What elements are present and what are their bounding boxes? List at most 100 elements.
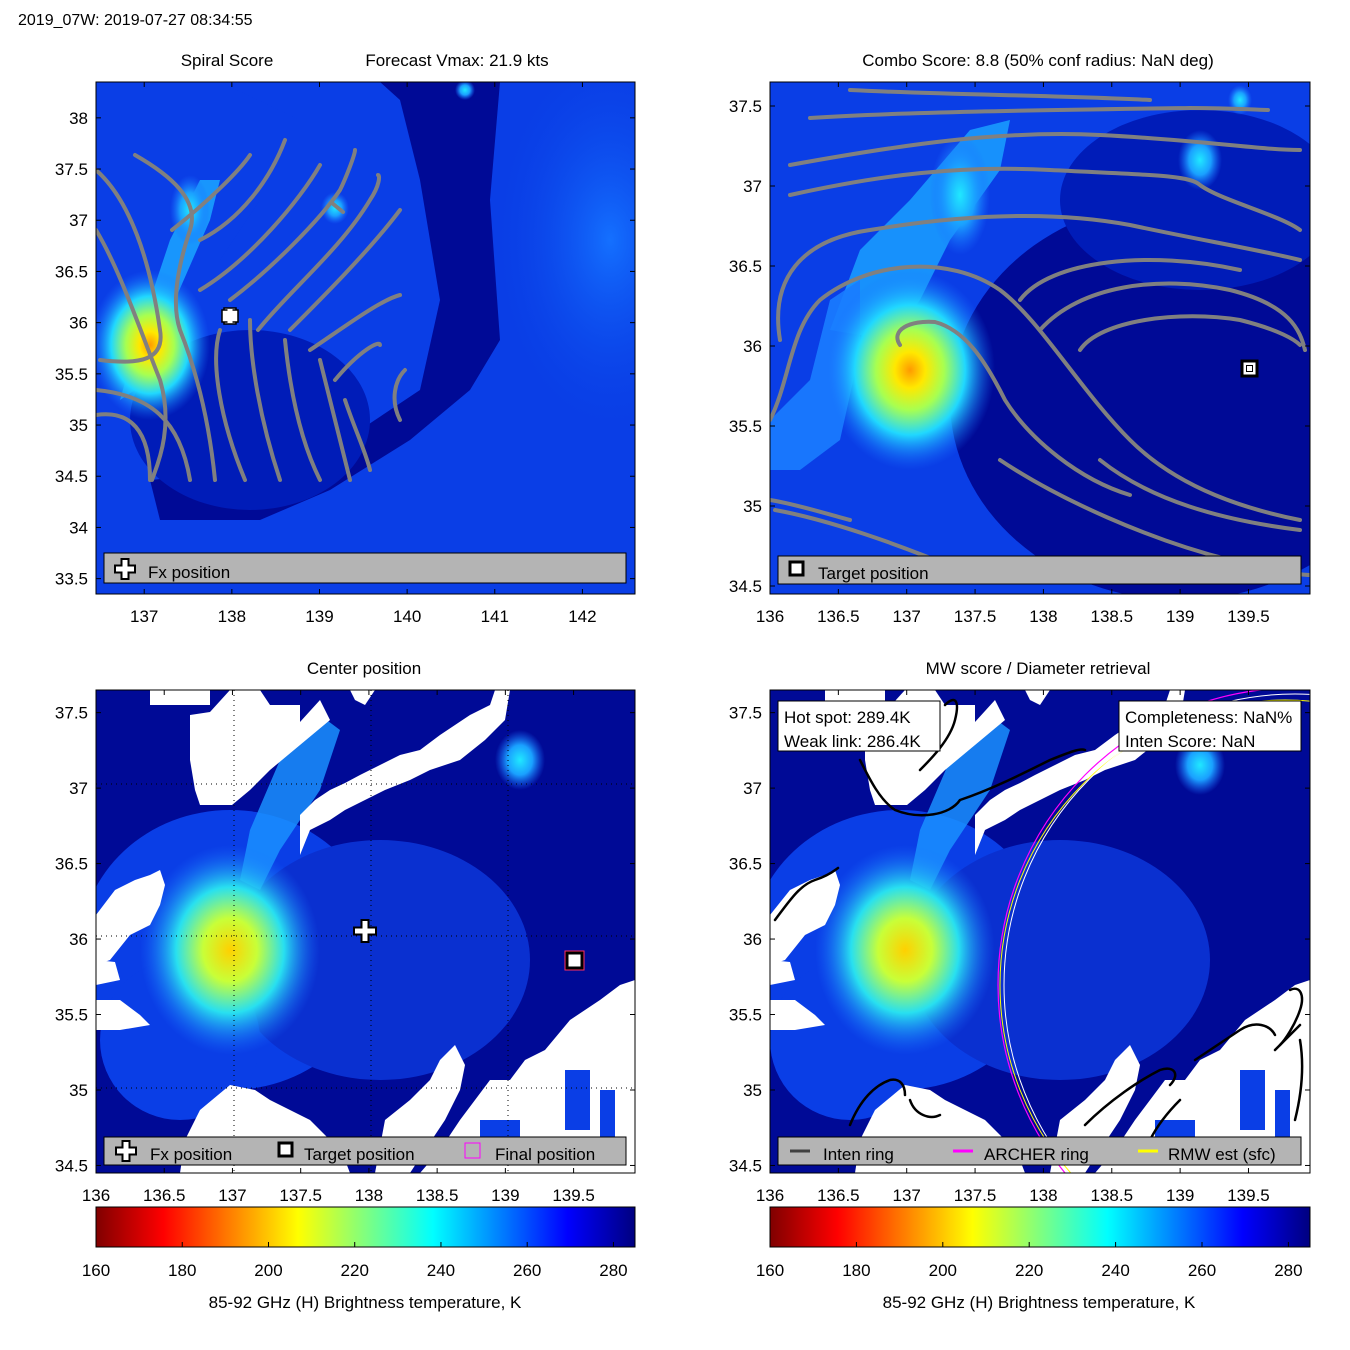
- x-tick-label: 136: [756, 1186, 784, 1205]
- legend-fx-symbol: [115, 1140, 137, 1162]
- colorbar-tick-label: 180: [168, 1261, 196, 1280]
- contour-line: [198, 163, 322, 482]
- x-tick-label: 139.5: [1227, 607, 1270, 626]
- x-tick-label: 138: [355, 1186, 383, 1205]
- x-tick-label: 142: [568, 607, 596, 626]
- colorbar-ticks: 160 180 200 220 240 260 280: [82, 1242, 628, 1280]
- gridlines: [96, 690, 635, 1173]
- colorbar-tick-label: 260: [1188, 1261, 1216, 1280]
- rings: [997, 690, 1310, 1173]
- legend-box: [103, 1136, 627, 1166]
- rainband: [910, 715, 1010, 890]
- legend-label: Fx position: [150, 1145, 232, 1164]
- legend-box: [103, 552, 627, 584]
- x-tick-label: 139.5: [1227, 1186, 1270, 1205]
- axes-frame: [95, 81, 636, 595]
- x-tick-label: 140: [393, 607, 421, 626]
- legend-label: ARCHER ring: [984, 1145, 1089, 1164]
- x-tick-label: 137: [218, 1186, 246, 1205]
- y-tick-label: 36: [743, 930, 762, 949]
- x-tick-label: 139: [305, 607, 333, 626]
- y-tick-label: 37.5: [729, 704, 762, 723]
- x-tick-label: 139: [1166, 1186, 1194, 1205]
- legend-target-symbol: [788, 560, 805, 577]
- y-tick-label: 35: [69, 1081, 88, 1100]
- contour-line: [96, 412, 152, 482]
- contour-line: [170, 138, 287, 242]
- colorbar-tick-label: 200: [254, 1261, 282, 1280]
- y-tick-label: 37: [743, 779, 762, 798]
- contour-line: [776, 213, 1302, 342]
- coastline-segment: [1083, 1067, 1182, 1142]
- hot-spot: [140, 845, 320, 1055]
- axis-ticks: 137 138 139 140 141 142 38 37.5 37 36.5 36 35.5 35 34…: [55, 82, 635, 626]
- colorbar-tick-label: 220: [341, 1261, 369, 1280]
- hot-spot: [930, 135, 990, 255]
- y-tick-label: 37: [69, 211, 88, 230]
- hot-spot: [96, 270, 210, 420]
- y-tick-label: 35: [743, 497, 762, 516]
- colorbar-right: 160 180 200 220 240 260 280 85-92 GHz (H) Brig…: [756, 1206, 1311, 1312]
- target-position-marker: [564, 950, 585, 971]
- fx-position-marker: [221, 307, 239, 325]
- x-tick-label: 136: [82, 1186, 110, 1205]
- y-tick-label: 36.5: [729, 257, 762, 276]
- y-tick-label: 37: [69, 779, 88, 798]
- y-tick-label: 35.5: [729, 417, 762, 436]
- panel-title-left: Spiral Score: [181, 51, 274, 70]
- x-tick-label: 138: [218, 607, 246, 626]
- axes-frame: [769, 689, 1311, 1174]
- contour-line: [788, 132, 1302, 167]
- y-tick-label: 35: [743, 1081, 762, 1100]
- colorbar-tick-label: 280: [599, 1261, 627, 1280]
- hot-spot-label: Hot spot: 289.4K: [784, 708, 911, 727]
- x-tick-label: 138.5: [1090, 1186, 1133, 1205]
- x-tick-label: 136.5: [817, 607, 860, 626]
- axis-ticks: 136 136.5 137 137.5 138 138.5 139 139.5 37.5 37 36…: [729, 82, 1310, 626]
- legend-fx-symbol: [114, 558, 136, 580]
- colorbar-label: 85-92 GHz (H) Brightness temperature, K: [883, 1293, 1196, 1312]
- panel-spiral-score: Spiral Score Forecast Vmax: 21.9 kts: [55, 51, 636, 626]
- axes-frame: [95, 689, 636, 1174]
- coastline-segment: [858, 748, 1087, 817]
- info-box-left: [777, 700, 941, 752]
- y-tick-label: 35.5: [55, 365, 88, 384]
- fx-position-marker: [353, 919, 377, 943]
- legend-label: Inten ring: [823, 1145, 894, 1164]
- hot-spot: [825, 270, 995, 470]
- panel-title: Center position: [307, 659, 421, 678]
- figure-title: 2019_07W: 2019-07-27 08:34:55: [18, 12, 253, 29]
- y-tick-label: 34.5: [729, 1156, 762, 1175]
- axes-frame: [769, 81, 1311, 595]
- x-tick-label: 139.5: [552, 1186, 595, 1205]
- y-tick-label: 36.5: [55, 855, 88, 874]
- y-tick-label: 34.5: [55, 467, 88, 486]
- y-tick-label: 34.5: [55, 1156, 88, 1175]
- contour-line: [1038, 281, 1307, 352]
- x-tick-label: 138.5: [416, 1186, 459, 1205]
- contour-line: [96, 388, 192, 482]
- rmw-est-ring: [999, 699, 1310, 1173]
- x-tick-label: 137: [130, 607, 158, 626]
- contour-line: [330, 201, 345, 214]
- y-tick-label: 37.5: [55, 160, 88, 179]
- panel-title-right: Forecast Vmax: 21.9 kts: [365, 51, 548, 70]
- x-tick-label: 136.5: [143, 1186, 186, 1205]
- inten-score-label: Inten Score: NaN: [1125, 732, 1255, 751]
- contour-line: [1098, 458, 1302, 532]
- colorbar-tick-label: 200: [929, 1261, 957, 1280]
- colorbar-tick-label: 280: [1274, 1261, 1302, 1280]
- colorbar-tick-label: 160: [82, 1261, 110, 1280]
- x-tick-label: 138: [1029, 1186, 1057, 1205]
- contour-line: [333, 341, 382, 472]
- y-tick-label: 36.5: [729, 855, 762, 874]
- contour-line: [1078, 314, 1302, 352]
- colorbar-gradient: [95, 1206, 636, 1248]
- y-tick-label: 38: [69, 109, 88, 128]
- completeness-label: Completeness: NaN%: [1125, 708, 1292, 727]
- axis-ticks: 136 136.5 137 137.5 138 138.5 139 139.5 37.5 37 36…: [55, 690, 635, 1205]
- coastline: [773, 698, 1304, 1152]
- y-tick-label: 35.5: [55, 1006, 88, 1025]
- x-tick-label: 137: [893, 1186, 921, 1205]
- contour-line: [96, 228, 168, 482]
